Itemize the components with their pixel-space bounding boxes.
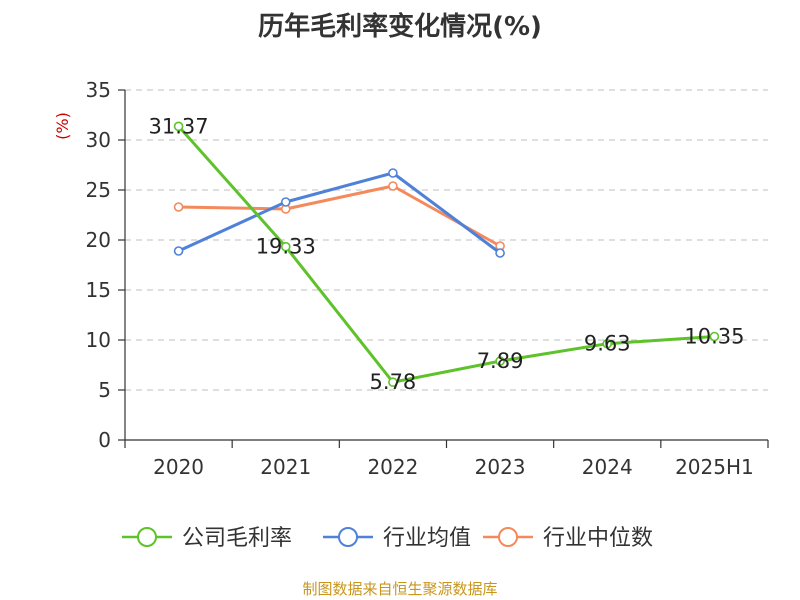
- series-line: [177, 125, 715, 384]
- y-tick-label: 15: [86, 278, 111, 302]
- data-label: 19.33: [256, 235, 316, 259]
- x-tick-label: 2023: [475, 455, 526, 479]
- data-point: [388, 168, 398, 178]
- data-point: [602, 338, 613, 349]
- data-label: 9.63: [584, 332, 631, 356]
- x-tick-label: 2024: [582, 455, 633, 479]
- data-point: [388, 377, 398, 388]
- data-point: [173, 202, 184, 212]
- legend-item: 公司毛利率: [122, 526, 292, 551]
- data-label: 10.35: [684, 325, 744, 349]
- data-point: [280, 241, 291, 252]
- data-label: 31.37: [149, 114, 209, 138]
- legend-marker: [338, 527, 358, 547]
- y-tick-label: 0: [98, 428, 111, 452]
- legend-marker: [498, 527, 518, 547]
- x-tick-label: 2020: [153, 455, 204, 479]
- series-lines: [173, 121, 720, 388]
- y-tick-label: 10: [86, 328, 111, 352]
- legend-label: 公司毛利率: [182, 526, 292, 551]
- data-label: 5.78: [370, 370, 417, 394]
- data-point: [495, 248, 505, 258]
- legend-item: 行业中位数: [483, 526, 653, 551]
- data-point: [388, 181, 398, 191]
- data-point: [495, 356, 505, 366]
- x-tick-label: 2022: [367, 455, 418, 479]
- data-point: [280, 197, 291, 207]
- y-axis-unit-label: (%): [53, 112, 72, 140]
- y-tick-label: 5: [98, 378, 111, 402]
- legend-item: 行业均值: [323, 526, 471, 551]
- legend-label: 行业中位数: [543, 526, 653, 551]
- data-point: [173, 246, 184, 256]
- y-tick-label: 25: [86, 178, 111, 202]
- x-tick-label: 2021: [260, 455, 311, 479]
- axes: 0 5 10 15 20 25 30 35 2020 2021 2022 2023 2024 2025H1…: [53, 78, 769, 479]
- series-line: [178, 184, 501, 248]
- data-labels: 31.37 19.33 5.78 7.89 9.63 10.35: [149, 114, 745, 394]
- data-point: [173, 121, 184, 132]
- y-tick-label: 20: [86, 228, 111, 252]
- legend-label: 行业均值: [383, 526, 471, 551]
- y-tick-label: 35: [86, 78, 111, 102]
- x-tick-label: 2025H1: [675, 455, 754, 479]
- legend-marker: [137, 527, 157, 547]
- chart-title: 历年毛利率变化情况(%): [258, 12, 542, 42]
- source-note: 制图数据来自恒生聚源数据库: [302, 580, 498, 598]
- y-tick-label: 30: [86, 128, 111, 152]
- data-label: 7.89: [477, 349, 524, 373]
- series-line: [177, 171, 501, 255]
- legend: 公司毛利率 行业均值 行业中位数: [122, 526, 653, 551]
- data-point: [709, 331, 720, 342]
- grid-lines: [125, 89, 768, 391]
